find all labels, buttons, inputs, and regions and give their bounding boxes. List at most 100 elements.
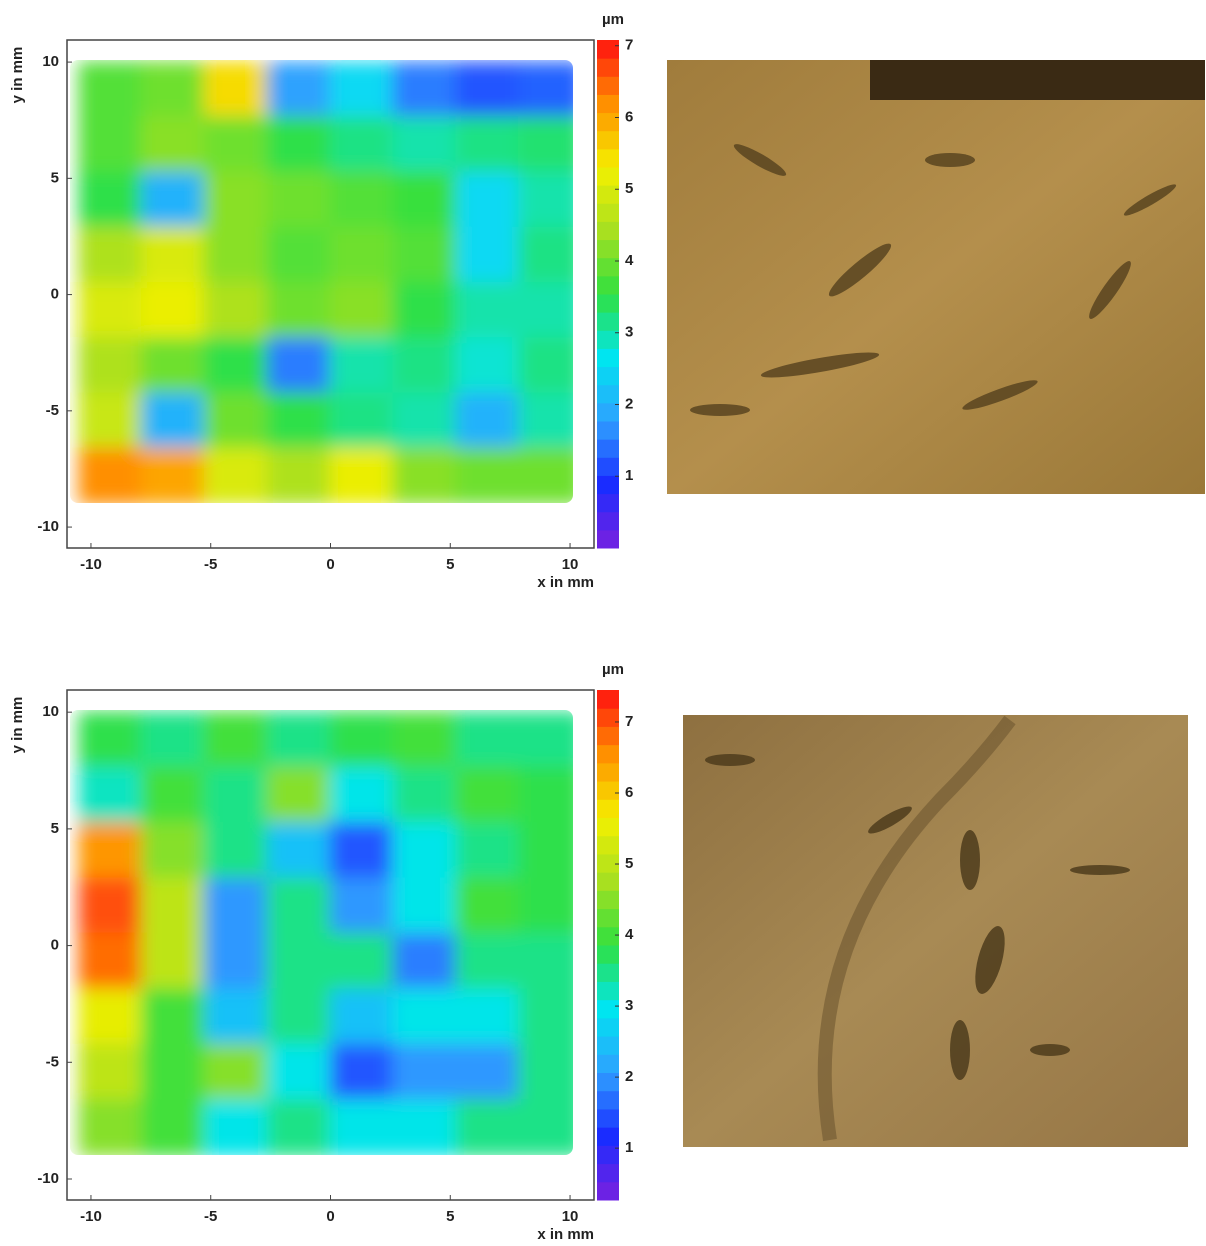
heat-cell [267, 877, 332, 934]
colorbar-tick-label: 4 [625, 252, 634, 269]
heat-cell [392, 337, 457, 394]
heat-cell [78, 1044, 143, 1101]
heat-cell [267, 337, 332, 394]
colorbar-step [597, 927, 619, 946]
colorbar-step [597, 836, 619, 855]
colorbar-step [597, 312, 619, 331]
heat-cell [267, 767, 332, 824]
heat-cell [455, 227, 520, 284]
figure: -10-50510-10-50510x in mmy in mm1234567µ… [0, 0, 1206, 1246]
heat-cell [330, 116, 395, 173]
heatmap-cells [78, 61, 583, 505]
heat-cell [455, 933, 520, 990]
heat-cell [455, 711, 520, 768]
colorbar-step [597, 708, 619, 727]
heat-cell [267, 282, 332, 339]
colorbar-step [597, 512, 619, 531]
colorbar-step [597, 294, 619, 313]
heat-cell [392, 392, 457, 449]
heat-cell [392, 1099, 457, 1156]
heat-cell [330, 282, 395, 339]
heat-cell [518, 822, 583, 879]
heat-cell [141, 61, 206, 118]
colorbar-tick-label: 1 [625, 1139, 633, 1156]
heat-cell [455, 448, 520, 505]
colorbar-step [597, 690, 619, 709]
heat-cell [392, 822, 457, 879]
heat-cell [204, 877, 269, 934]
colorbar-step [597, 1091, 619, 1110]
heat-cell [267, 822, 332, 879]
x-axis-label: x in mm [537, 1226, 594, 1243]
colorbar-step [597, 963, 619, 982]
colorbar-step [597, 457, 619, 476]
heatmap [78, 61, 583, 505]
heat-cell [267, 1099, 332, 1156]
colorbar-tick-label: 6 [625, 784, 633, 801]
heat-cell [78, 392, 143, 449]
heat-cell [330, 1099, 395, 1156]
heat-cell [204, 116, 269, 173]
colorbar-step [597, 1000, 619, 1019]
heat-cell [78, 711, 143, 768]
heat-cell [330, 227, 395, 284]
colorbar-step [597, 1073, 619, 1092]
x-tick-label: -10 [80, 1208, 102, 1225]
heat-cell [518, 448, 583, 505]
heatmap [78, 711, 583, 1156]
heat-cell [330, 337, 395, 394]
heat-cell [455, 988, 520, 1045]
heat-cell [204, 337, 269, 394]
heat-cell [330, 933, 395, 990]
heat-cell [392, 933, 457, 990]
heat-cell [78, 822, 143, 879]
colorbar-step [597, 494, 619, 513]
colorbar-step [597, 530, 619, 549]
colorbar-step [597, 890, 619, 909]
heat-cell [204, 392, 269, 449]
heat-cell [204, 448, 269, 505]
colorbar-step [597, 854, 619, 873]
colorbar-label: µm [602, 661, 624, 678]
y-tick-label: -5 [46, 1053, 59, 1070]
heat-cell [330, 822, 395, 879]
heat-cell [141, 282, 206, 339]
x-tick-label: 0 [326, 1208, 334, 1225]
colorbar-step [597, 421, 619, 440]
heat-cell [267, 61, 332, 118]
colorbar-tick-label: 7 [625, 713, 633, 730]
heat-cell [455, 282, 520, 339]
colorbar-step [597, 1127, 619, 1146]
heat-cell [455, 767, 520, 824]
heat-cell [204, 61, 269, 118]
y-tick-label: -10 [37, 518, 59, 535]
heat-cell [204, 227, 269, 284]
heat-cell [141, 227, 206, 284]
heat-cell [330, 1044, 395, 1101]
heat-cell [267, 933, 332, 990]
colorbar-tick-label: 7 [625, 37, 633, 54]
heat-cell [204, 767, 269, 824]
colorbar-step [597, 872, 619, 891]
heat-cell [141, 172, 206, 229]
heat-cell [518, 767, 583, 824]
heat-cell [141, 877, 206, 934]
heat-cell [330, 877, 395, 934]
heat-cell [267, 392, 332, 449]
colorbar-tick-label: 3 [625, 324, 633, 341]
colorbar-tick-label: 5 [625, 855, 633, 872]
x-tick-label: 0 [326, 556, 334, 573]
heat-cell [204, 1099, 269, 1156]
colorbar-step [597, 276, 619, 295]
colorbar-tick-label: 4 [625, 926, 634, 943]
heat-cell [204, 282, 269, 339]
colorbar-step [597, 1109, 619, 1128]
heat-cell [518, 61, 583, 118]
colorbar-step [597, 149, 619, 168]
heat-cell [518, 933, 583, 990]
x-tick-label: 5 [446, 556, 454, 573]
heat-cell [392, 116, 457, 173]
colorbar-step [597, 185, 619, 204]
heat-cell [455, 337, 520, 394]
x-tick-label: 5 [446, 1208, 454, 1225]
